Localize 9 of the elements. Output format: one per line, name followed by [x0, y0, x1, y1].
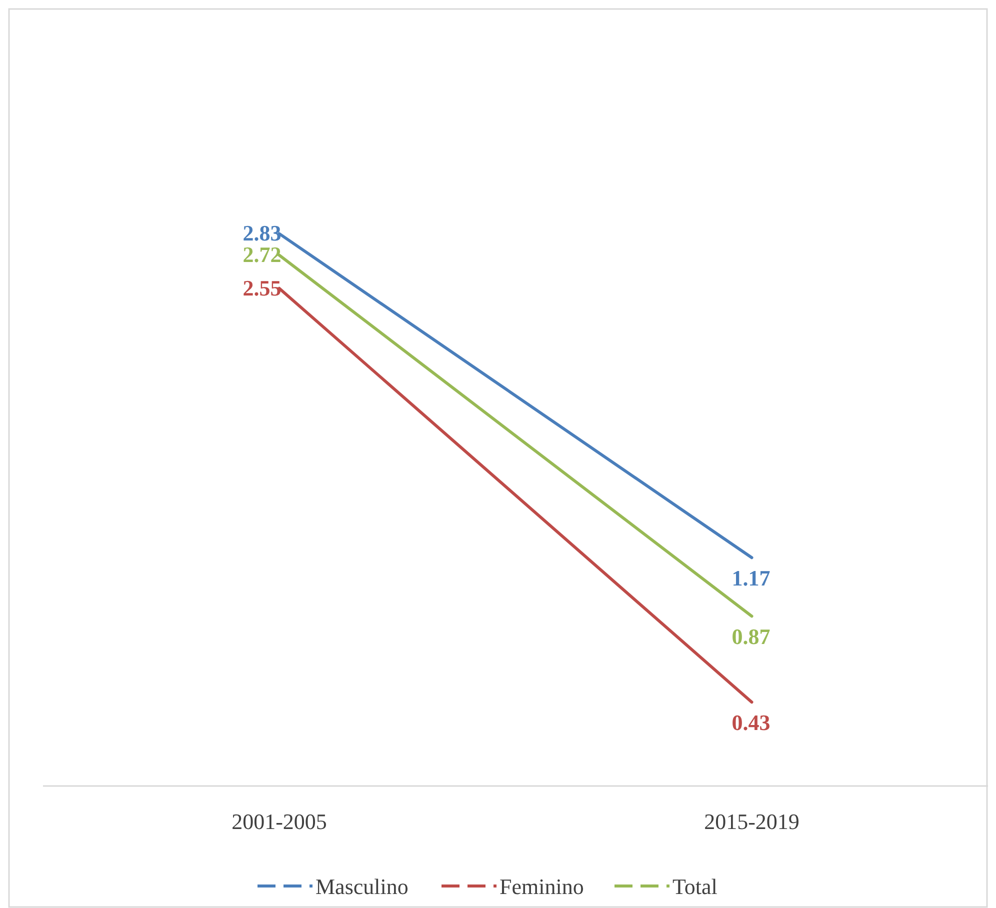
data-label: 1.17: [732, 566, 770, 591]
legend-label: Feminino: [500, 874, 584, 899]
data-label: 0.87: [732, 624, 770, 650]
data-label: 2.55: [242, 275, 282, 300]
x-tick-label: 2001-2005: [232, 809, 327, 834]
data-label: 0.43: [732, 710, 770, 736]
x-tick-label: 2015-2019: [704, 809, 800, 834]
legend-label: Masculino: [316, 874, 408, 899]
legend-label: Total: [672, 874, 718, 899]
